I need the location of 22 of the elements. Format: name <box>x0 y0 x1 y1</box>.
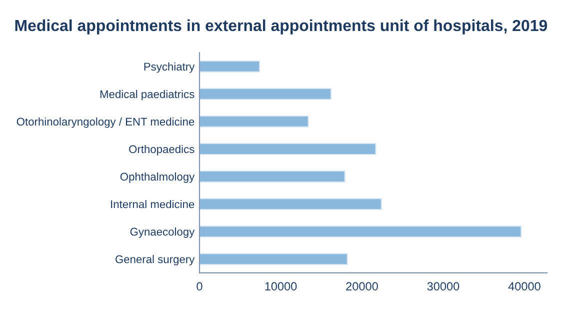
bar <box>200 60 260 73</box>
x-tick-label: 30000 <box>427 282 460 290</box>
y-tick-label: Ophthalmology <box>120 172 195 183</box>
x-tick-label: 20000 <box>346 282 378 290</box>
x-tick-label: 0 <box>196 282 202 290</box>
bar <box>200 115 309 128</box>
bar <box>200 88 332 100</box>
y-tick-label: Otorhinolaryngology / ENT medicine <box>16 117 194 128</box>
y-tick-label: General surgery <box>116 255 195 266</box>
chart-title: Medical appointments in external appointments unit of hospitals, 2019 <box>15 19 548 34</box>
bar <box>200 170 346 183</box>
y-tick-label: Medical paediatrics <box>100 90 194 100</box>
x-tick-label: 10000 <box>265 282 297 290</box>
x-tick-label: 40000 <box>508 282 540 290</box>
y-tick-label: Gynaecology <box>130 228 195 238</box>
bar <box>200 142 376 156</box>
y-tick-label: Internal medicine <box>111 200 194 208</box>
bar <box>200 198 382 210</box>
y-tick-label: Psychiatry <box>144 62 195 73</box>
bar <box>200 252 348 266</box>
y-tick-label: Orthopaedics <box>129 144 194 156</box>
bar <box>200 225 522 238</box>
